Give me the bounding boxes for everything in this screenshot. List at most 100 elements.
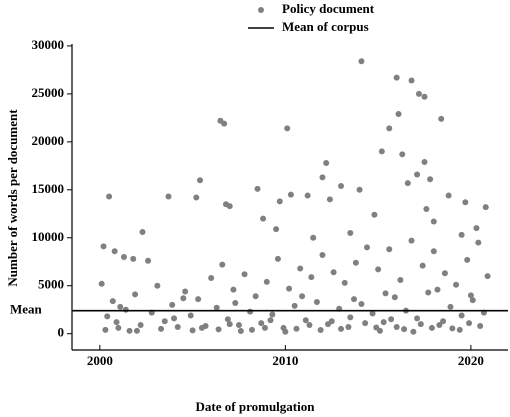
- data-point: [130, 255, 137, 262]
- data-point: [319, 174, 326, 181]
- data-point: [376, 327, 383, 334]
- data-point: [139, 229, 146, 236]
- data-point: [310, 234, 317, 241]
- data-point: [286, 285, 293, 292]
- data-point: [352, 259, 359, 266]
- data-point: [100, 243, 107, 250]
- data-point: [247, 308, 254, 315]
- data-point: [423, 205, 430, 212]
- data-point: [388, 316, 395, 323]
- data-point: [189, 327, 196, 334]
- y-tick-label: 0: [58, 325, 65, 340]
- data-point: [417, 321, 424, 328]
- data-point: [195, 296, 202, 303]
- data-point: [254, 185, 261, 192]
- data-point: [165, 193, 172, 200]
- data-point: [477, 323, 484, 330]
- data-point: [232, 299, 239, 306]
- data-point: [120, 253, 127, 260]
- data-point: [137, 322, 144, 329]
- data-point: [158, 325, 165, 332]
- data-point: [182, 288, 189, 295]
- data-point: [421, 93, 428, 100]
- data-point: [306, 322, 313, 329]
- data-point: [154, 282, 161, 289]
- data-point: [404, 180, 411, 187]
- y-tick-label: 10000: [32, 229, 65, 244]
- data-point: [358, 58, 365, 65]
- data-point: [263, 278, 270, 285]
- x-tick-label: 2020: [458, 353, 484, 368]
- data-point: [428, 324, 435, 331]
- data-point: [269, 311, 276, 318]
- data-point: [193, 194, 200, 201]
- mean-label: Mean: [10, 302, 43, 317]
- data-point: [395, 111, 402, 118]
- data-point: [397, 276, 404, 283]
- data-point: [347, 229, 354, 236]
- data-point: [319, 252, 326, 259]
- data-point: [304, 192, 311, 199]
- data-point: [351, 296, 358, 303]
- data-point: [132, 291, 139, 298]
- data-point: [219, 261, 226, 268]
- data-point: [458, 312, 465, 319]
- data-point: [419, 262, 426, 269]
- data-point: [115, 324, 122, 331]
- data-point: [224, 316, 231, 323]
- data-point: [226, 203, 233, 210]
- data-point: [126, 327, 133, 334]
- data-point: [187, 312, 194, 319]
- data-point: [436, 322, 443, 329]
- data-point: [248, 326, 255, 333]
- data-point: [393, 323, 400, 330]
- data-point: [109, 298, 116, 305]
- data-point: [458, 231, 465, 238]
- data-point: [362, 320, 369, 327]
- y-axis-label: Number of words per document: [5, 109, 20, 287]
- data-point: [287, 191, 294, 198]
- data-point: [445, 192, 452, 199]
- data-point: [453, 281, 460, 288]
- data-point: [208, 275, 215, 282]
- data-point: [169, 301, 176, 308]
- data-point: [467, 292, 474, 299]
- data-point: [328, 318, 335, 325]
- data-point: [440, 318, 447, 325]
- data-point: [414, 171, 421, 178]
- data-point: [313, 299, 320, 306]
- data-point: [401, 326, 408, 333]
- data-point: [469, 297, 476, 304]
- data-point: [117, 303, 124, 310]
- data-point: [267, 317, 274, 324]
- data-point: [198, 324, 205, 331]
- data-point: [430, 248, 437, 255]
- data-point: [252, 293, 259, 300]
- data-point: [274, 255, 281, 262]
- data-point: [226, 321, 233, 328]
- data-point: [215, 326, 222, 333]
- data-point: [273, 226, 280, 233]
- data-point: [427, 176, 434, 183]
- data-point: [447, 303, 454, 310]
- data-point: [221, 120, 228, 127]
- x-axis-label: Date of promulgation: [196, 399, 316, 414]
- data-point: [111, 248, 118, 255]
- y-tick-label: 5000: [38, 277, 64, 292]
- data-point: [382, 290, 389, 297]
- data-point: [430, 218, 437, 225]
- data-point: [345, 323, 352, 330]
- data-point: [341, 279, 348, 286]
- data-point: [380, 319, 387, 326]
- data-point: [415, 90, 422, 97]
- data-point: [338, 182, 345, 189]
- legend-label: Mean of corpus: [282, 19, 369, 34]
- data-point: [462, 199, 469, 206]
- data-point: [104, 313, 111, 320]
- y-tick-label: 15000: [32, 181, 65, 196]
- data-point: [414, 315, 421, 322]
- legend-label: Policy document: [282, 1, 375, 16]
- data-point: [326, 196, 333, 203]
- data-point: [482, 204, 489, 211]
- data-point: [276, 198, 283, 205]
